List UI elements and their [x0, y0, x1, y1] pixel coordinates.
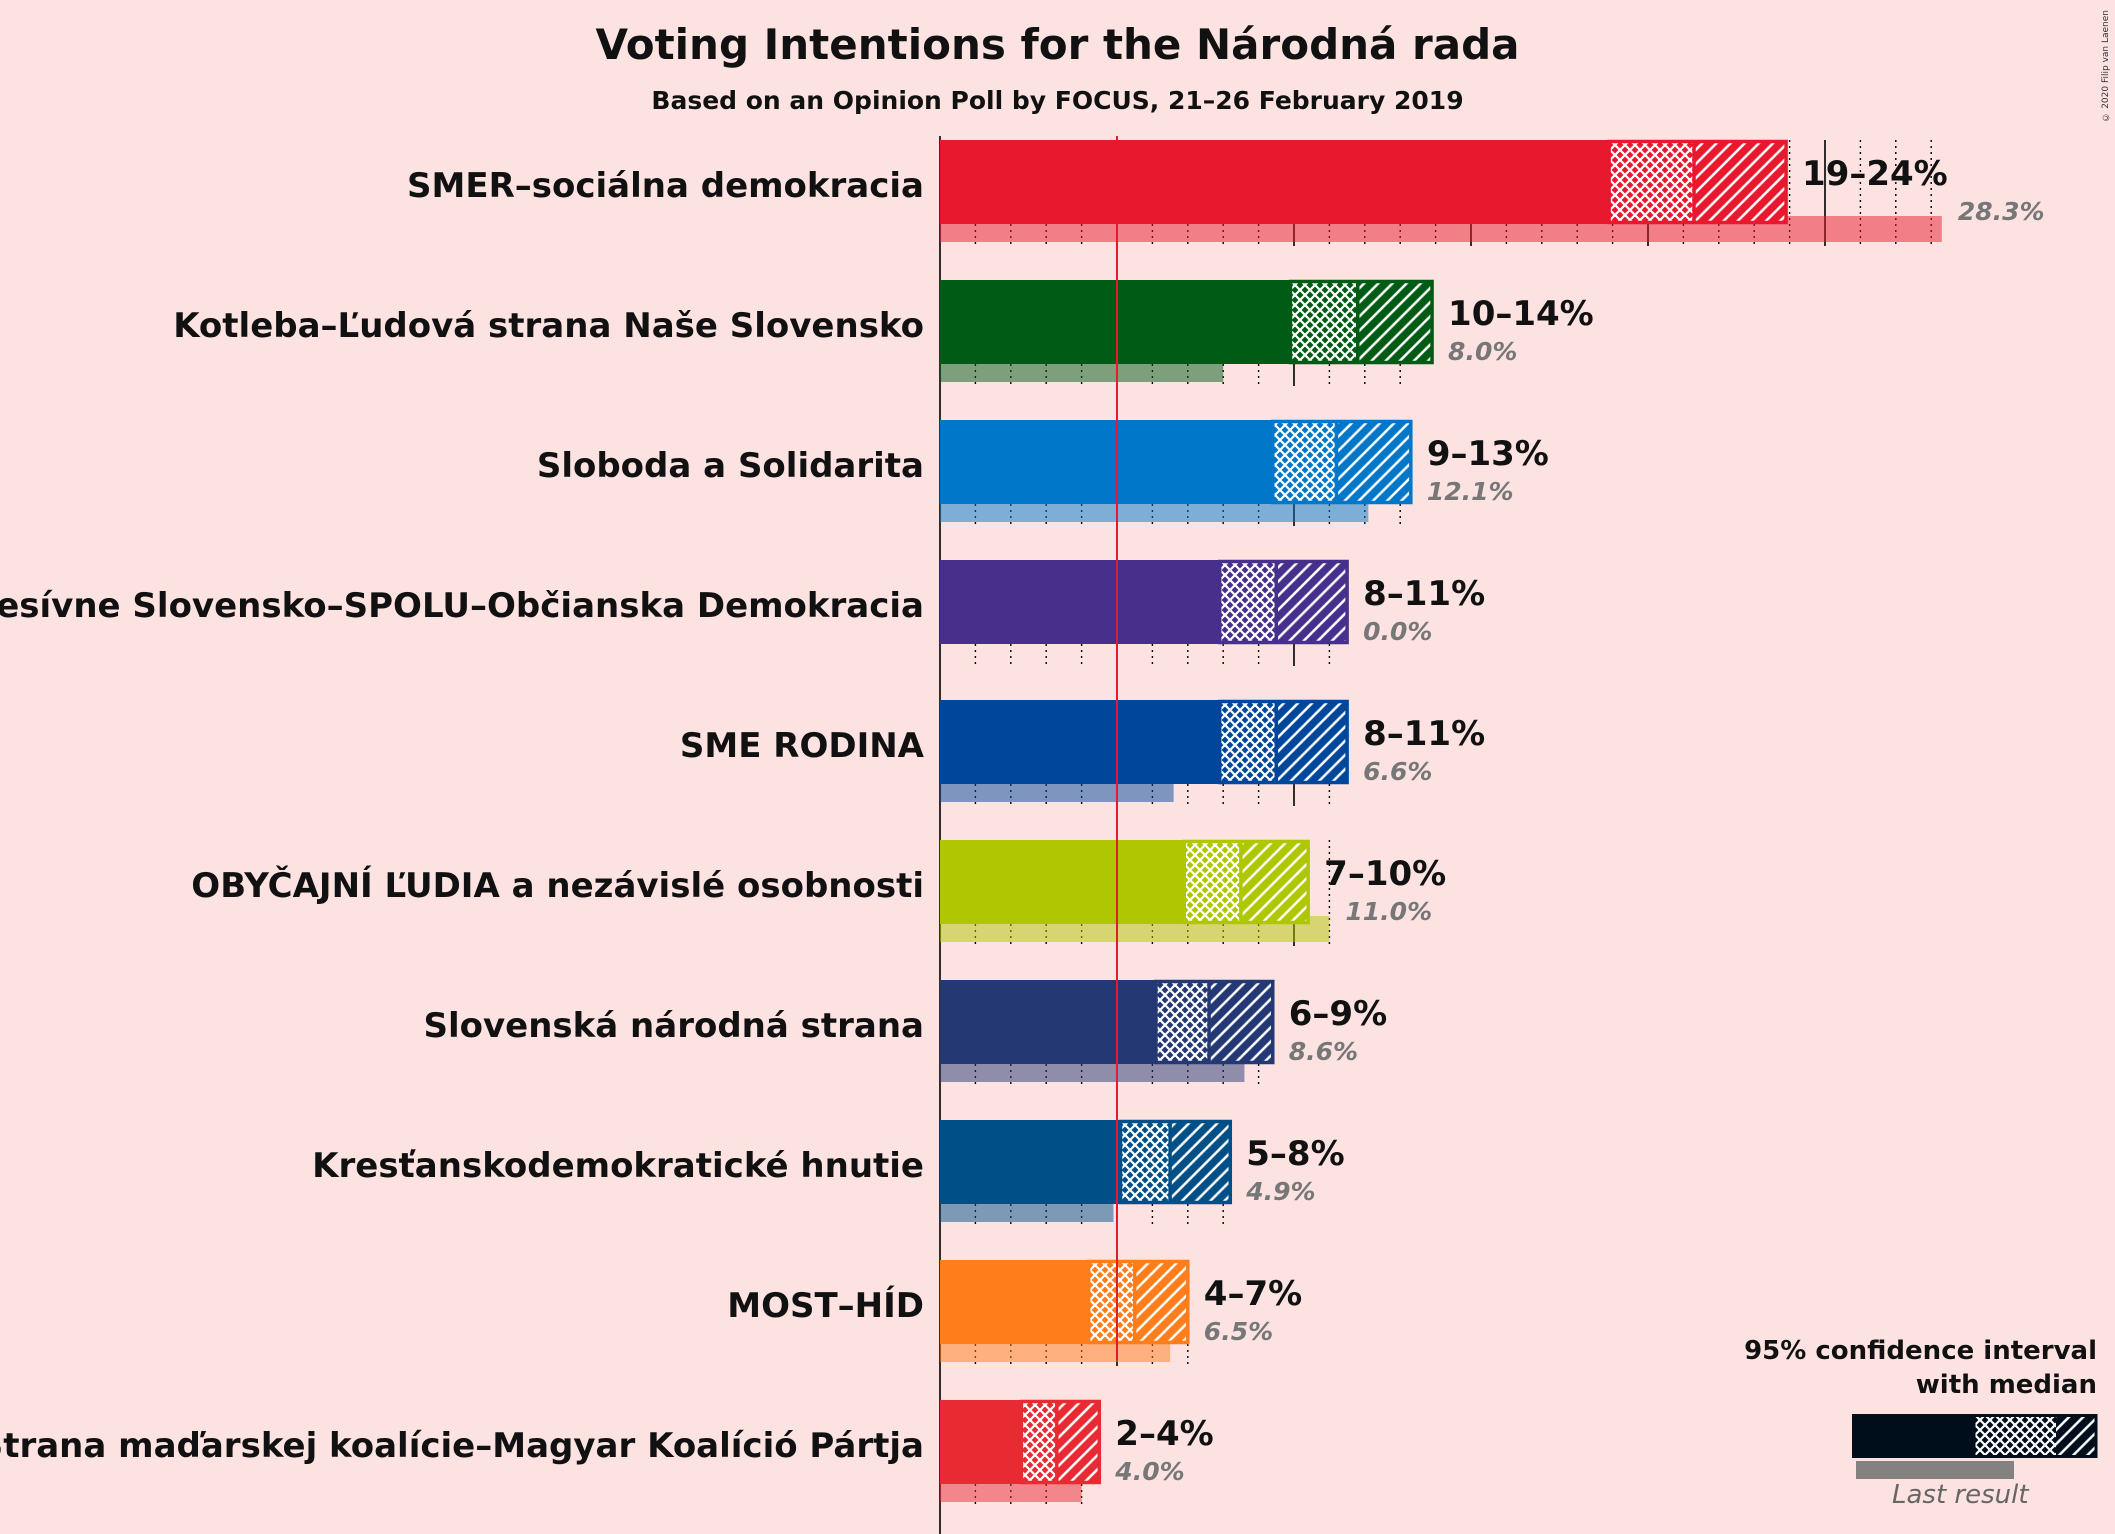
ci-upper-hatch: [1276, 700, 1348, 784]
bar-group: [940, 1119, 1233, 1222]
bars-layer: [940, 139, 1942, 1502]
chart-subtitle: Based on an Opinion Poll by FOCUS, 21–26…: [651, 86, 1464, 115]
ci-lower-crosshatch: [1219, 560, 1277, 644]
legend-title-line1: 95% confidence interval: [1744, 1336, 2097, 1366]
labels-layer: SMER–sociálna demokracia 19–24% 28.3% Kotle…: [0, 154, 2045, 1486]
ci-solid-bar: [940, 1120, 1121, 1204]
bar-group: [940, 419, 1413, 522]
ci-outline: [1217, 559, 1349, 645]
range-label: 19–24%: [1802, 154, 1948, 194]
ci-solid-bar: [940, 980, 1156, 1064]
bar-group: [940, 279, 1434, 382]
party-label: Kresťanskodemokratické hnutie: [312, 1146, 924, 1186]
bar-group: [940, 1399, 1102, 1502]
party-label: Strana maďarskej koalície–Magyar Koalíci…: [0, 1426, 924, 1466]
ci-lower-crosshatch: [1120, 1120, 1171, 1204]
ci-outline: [1086, 1259, 1190, 1345]
ci-lower-crosshatch: [1290, 280, 1358, 364]
ci-upper-hatch: [1209, 980, 1273, 1064]
ci-lower-crosshatch: [1088, 1260, 1135, 1344]
last-result-label: 12.1%: [1427, 477, 1514, 506]
bar-group: [940, 1259, 1190, 1362]
range-label: 7–10%: [1324, 854, 1446, 894]
ci-outline: [1154, 979, 1275, 1065]
last-result-label: 0.0%: [1363, 617, 1432, 646]
ci-upper-hatch: [1056, 1400, 1100, 1484]
ci-lower-crosshatch: [1609, 140, 1695, 224]
ci-outline: [1271, 419, 1413, 505]
last-result-label: 6.6%: [1363, 757, 1432, 786]
ci-solid-bar: [940, 280, 1291, 364]
ci-solid-bar: [940, 420, 1273, 504]
ci-outline: [1182, 839, 1310, 925]
last-result-label: 8.0%: [1448, 337, 1517, 366]
ci-lower-crosshatch: [1021, 1400, 1057, 1484]
bar-group: [940, 839, 1330, 942]
range-label: 10–14%: [1448, 294, 1594, 334]
ci-upper-hatch: [1694, 140, 1787, 224]
range-label: 4–7%: [1204, 1274, 1302, 1314]
party-label: MOST–HÍD: [727, 1285, 924, 1326]
ci-solid-bar: [940, 840, 1185, 924]
ci-lower-crosshatch: [1155, 980, 1210, 1064]
party-label: Progresívne Slovensko–SPOLU–Občianska De…: [0, 586, 924, 626]
bar-group: [940, 559, 1349, 645]
ci-lower-crosshatch: [1219, 700, 1277, 784]
ci-upper-hatch: [1240, 840, 1309, 924]
ci-solid-bar: [940, 1260, 1089, 1344]
ci-outline: [1217, 699, 1349, 785]
party-label: SMER–sociálna demokracia: [407, 166, 924, 206]
ci-upper-hatch: [1357, 280, 1433, 364]
chart-title: Voting Intentions for the Národná rada: [595, 20, 1520, 69]
last-result-label: 28.3%: [1958, 197, 2045, 226]
ci-outline: [1288, 279, 1434, 365]
ci-solid-bar: [940, 140, 1610, 224]
ci-solid-bar: [940, 560, 1220, 644]
party-label: Sloboda a Solidarita: [537, 446, 924, 486]
ci-outline: [1019, 1399, 1102, 1485]
range-label: 5–8%: [1246, 1134, 1344, 1174]
party-label: Kotleba–Ľudová strana Naše Slovensko: [173, 306, 924, 346]
last-result-label: 6.5%: [1204, 1317, 1273, 1346]
bar-group: [940, 139, 1942, 242]
ci-upper-hatch: [1170, 1120, 1231, 1204]
last-result-label: 4.0%: [1114, 1457, 1184, 1486]
party-label: SME RODINA: [680, 726, 925, 766]
ci-upper-hatch: [1276, 560, 1348, 644]
legend-graphic: [1852, 1414, 2098, 1479]
legend-title-line2: with median: [1915, 1370, 2097, 1400]
ci-solid-bar: [940, 1400, 1022, 1484]
range-label: 8–11%: [1363, 714, 1485, 754]
ci-solid-bar: [940, 700, 1220, 784]
last-result-label: 8.6%: [1289, 1037, 1358, 1066]
last-result-label: 4.9%: [1245, 1177, 1315, 1206]
legend-solid-bar: [1852, 1414, 1974, 1458]
legend-crosshatch: [1974, 1414, 2056, 1458]
range-label: 6–9%: [1289, 994, 1387, 1034]
ci-lower-crosshatch: [1272, 420, 1337, 504]
ci-lower-crosshatch: [1184, 840, 1241, 924]
legend-last-result-bar: [1856, 1461, 2014, 1479]
ci-outline: [1118, 1119, 1233, 1205]
range-label: 9–13%: [1427, 434, 1549, 474]
bar-group: [940, 979, 1275, 1082]
ci-upper-hatch: [1134, 1260, 1188, 1344]
ci-upper-hatch: [1336, 420, 1411, 504]
party-label: Slovenská národná strana: [423, 1006, 924, 1046]
range-label: 8–11%: [1363, 574, 1485, 614]
ci-outline: [1607, 139, 1788, 225]
range-label: 2–4%: [1115, 1414, 1213, 1454]
legend-hatch: [2056, 1414, 2096, 1458]
last-result-label: 11.0%: [1345, 897, 1432, 926]
legend-last-result-label: Last result: [1892, 1480, 2029, 1510]
bar-group: [940, 699, 1349, 802]
legend-ci-outline: [1972, 1414, 2098, 1458]
party-label: OBYČAJNÍ ĽUDIA a nezávislé osobnosti: [191, 865, 924, 906]
